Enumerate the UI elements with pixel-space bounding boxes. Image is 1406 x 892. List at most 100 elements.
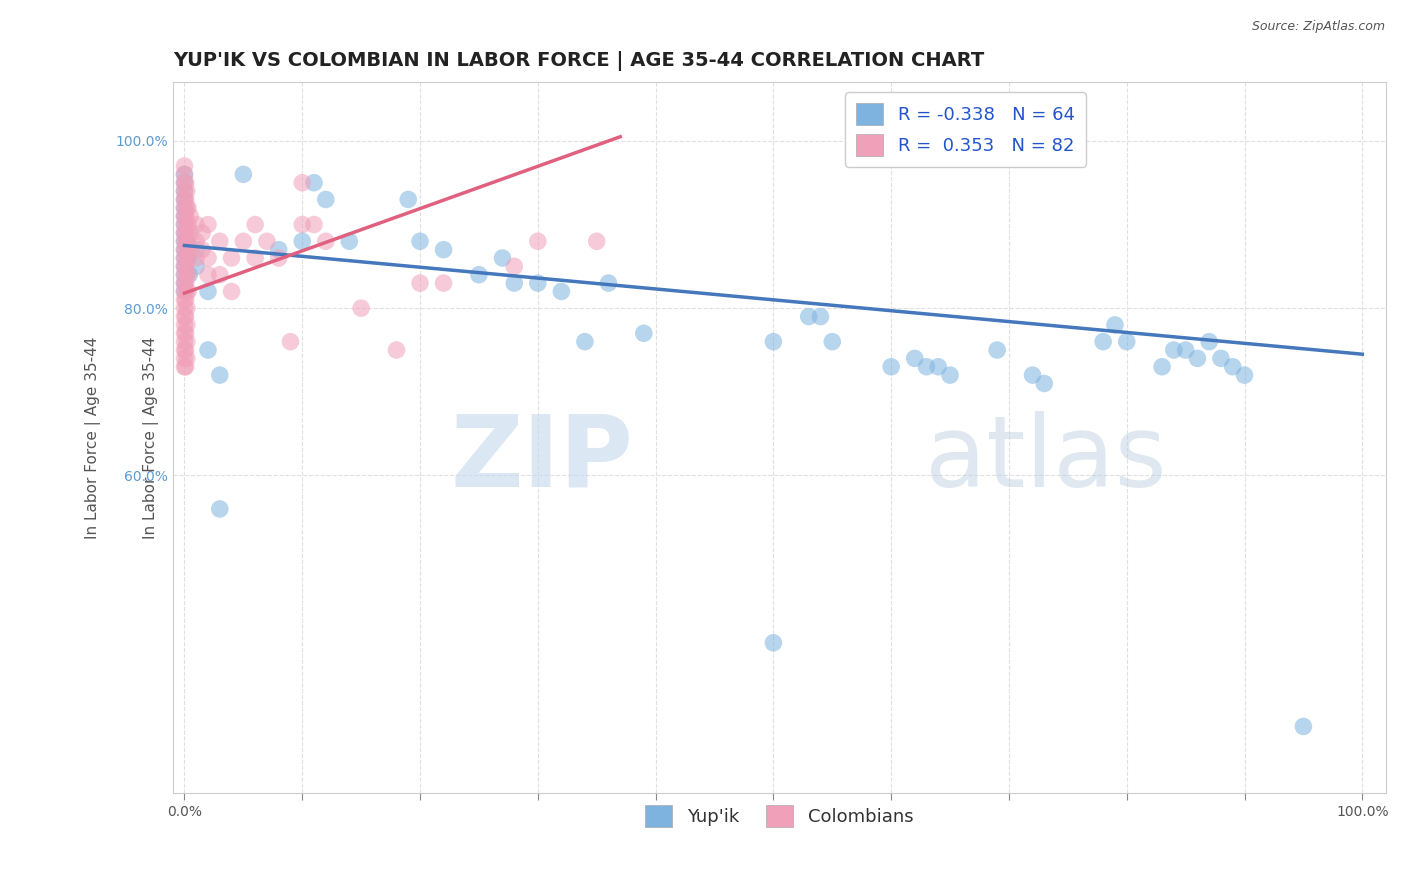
Point bbox=[173, 218, 195, 232]
Point bbox=[256, 234, 278, 248]
Point bbox=[173, 167, 195, 181]
Point bbox=[350, 301, 373, 316]
Point bbox=[186, 234, 208, 248]
Point bbox=[208, 234, 231, 248]
Point bbox=[174, 310, 197, 324]
Point bbox=[173, 167, 195, 181]
Point bbox=[1174, 343, 1197, 357]
Text: ZIP: ZIP bbox=[451, 410, 634, 508]
Point bbox=[173, 193, 195, 207]
Point bbox=[291, 176, 314, 190]
Point bbox=[598, 276, 620, 290]
Point bbox=[176, 301, 198, 316]
Point bbox=[1150, 359, 1173, 374]
Point bbox=[174, 293, 197, 307]
Point bbox=[1115, 334, 1137, 349]
Point bbox=[173, 251, 195, 265]
Point bbox=[174, 226, 197, 240]
Point bbox=[762, 636, 785, 650]
Point bbox=[177, 268, 200, 282]
Point bbox=[174, 359, 197, 374]
Point bbox=[315, 193, 337, 207]
Point bbox=[186, 243, 208, 257]
Point bbox=[396, 193, 419, 207]
Point bbox=[173, 234, 195, 248]
Point bbox=[232, 234, 254, 248]
Point bbox=[177, 251, 200, 265]
Point bbox=[574, 334, 596, 349]
Point bbox=[179, 226, 201, 240]
Point bbox=[633, 326, 655, 341]
Point bbox=[550, 285, 572, 299]
Point bbox=[232, 167, 254, 181]
Point bbox=[179, 268, 201, 282]
Point bbox=[177, 234, 200, 248]
Point bbox=[880, 359, 903, 374]
Legend: Yup'ik, Colombians: Yup'ik, Colombians bbox=[638, 797, 921, 834]
Point bbox=[177, 218, 200, 232]
Point bbox=[503, 260, 526, 274]
Point bbox=[176, 334, 198, 349]
Point bbox=[302, 176, 325, 190]
Point bbox=[176, 251, 198, 265]
Point bbox=[173, 184, 195, 198]
Point bbox=[208, 268, 231, 282]
Y-axis label: In Labor Force | Age 35-44: In Labor Force | Age 35-44 bbox=[86, 336, 101, 539]
Point bbox=[173, 268, 195, 282]
Point bbox=[173, 176, 195, 190]
Point bbox=[176, 184, 198, 198]
Point bbox=[177, 285, 200, 299]
Point bbox=[174, 326, 197, 341]
Point bbox=[197, 251, 219, 265]
Point bbox=[927, 359, 949, 374]
Point bbox=[1033, 376, 1056, 391]
Point bbox=[762, 334, 785, 349]
Point bbox=[527, 234, 550, 248]
Point bbox=[986, 343, 1008, 357]
Point bbox=[432, 243, 454, 257]
Point bbox=[174, 260, 197, 274]
Point bbox=[191, 226, 214, 240]
Point bbox=[267, 251, 290, 265]
Point bbox=[174, 276, 197, 290]
Point bbox=[186, 260, 208, 274]
Point bbox=[1092, 334, 1115, 349]
Text: Source: ZipAtlas.com: Source: ZipAtlas.com bbox=[1251, 20, 1385, 33]
Point bbox=[173, 209, 195, 223]
Point bbox=[173, 260, 195, 274]
Point bbox=[197, 285, 219, 299]
Point bbox=[173, 226, 195, 240]
Text: YUP'IK VS COLOMBIAN IN LABOR FORCE | AGE 35-44 CORRELATION CHART: YUP'IK VS COLOMBIAN IN LABOR FORCE | AGE… bbox=[173, 51, 984, 70]
Point bbox=[173, 201, 195, 215]
Point bbox=[173, 351, 195, 366]
Point bbox=[173, 293, 195, 307]
Point bbox=[810, 310, 832, 324]
Point bbox=[1163, 343, 1185, 357]
Point bbox=[1104, 318, 1126, 332]
Point bbox=[173, 334, 195, 349]
Point bbox=[173, 201, 195, 215]
Point bbox=[173, 243, 195, 257]
Point bbox=[491, 251, 513, 265]
Point bbox=[197, 268, 219, 282]
Point bbox=[315, 234, 337, 248]
Point bbox=[173, 285, 195, 299]
Point bbox=[1233, 368, 1256, 383]
Point bbox=[173, 276, 195, 290]
Point bbox=[174, 193, 197, 207]
Point bbox=[176, 218, 198, 232]
Point bbox=[208, 502, 231, 516]
Point bbox=[243, 218, 266, 232]
Point bbox=[173, 268, 195, 282]
Point bbox=[173, 343, 195, 357]
Point bbox=[174, 243, 197, 257]
Point bbox=[173, 184, 195, 198]
Point bbox=[302, 218, 325, 232]
Point bbox=[177, 251, 200, 265]
Point bbox=[527, 276, 550, 290]
Point bbox=[243, 251, 266, 265]
Point bbox=[174, 176, 197, 190]
Point bbox=[186, 251, 208, 265]
Point bbox=[221, 251, 243, 265]
Point bbox=[337, 234, 360, 248]
